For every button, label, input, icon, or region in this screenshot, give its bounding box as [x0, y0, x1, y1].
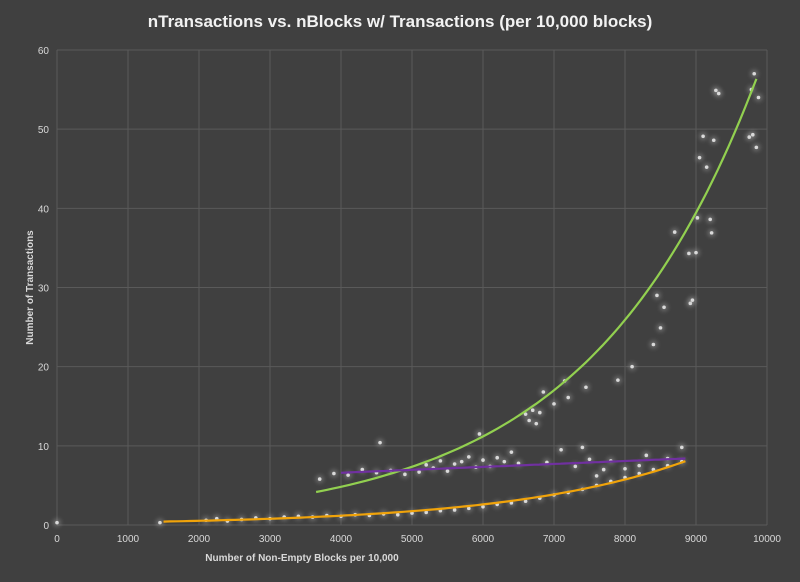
data-point [158, 520, 162, 525]
data-point [481, 504, 485, 509]
data-point [708, 217, 712, 222]
data-point [709, 231, 714, 235]
data-point [680, 445, 684, 450]
data-point [541, 390, 546, 394]
data-point [754, 145, 759, 150]
y-tick-label: 30 [38, 284, 50, 295]
data-point [424, 510, 429, 515]
y-tick-label: 50 [38, 125, 50, 136]
data-point [396, 512, 400, 517]
data-point [481, 458, 485, 462]
data-point [502, 459, 507, 464]
data-point [616, 378, 620, 382]
data-point [509, 450, 514, 454]
data-point [438, 459, 443, 463]
data-point [538, 410, 542, 415]
data-point [417, 470, 421, 474]
data-point [360, 467, 365, 472]
y-tick-label: 40 [38, 204, 50, 215]
chart-title: nTransactions vs. nBlocks w/ Transaction… [147, 12, 653, 31]
x-tick-label: 1000 [117, 534, 140, 545]
data-point [623, 466, 627, 471]
data-point [658, 326, 663, 330]
x-tick-label: 5000 [401, 534, 424, 545]
x-tick-label: 10000 [753, 534, 781, 545]
data-point [651, 342, 656, 347]
data-point [580, 445, 585, 450]
data-point [716, 91, 721, 96]
data-point [644, 453, 649, 458]
data-point [317, 477, 322, 481]
data-point [756, 95, 761, 100]
x-axis-label: Number of Non-Empty Blocks per 10,000 [205, 553, 399, 564]
data-point [332, 471, 336, 476]
data-point [573, 464, 578, 469]
data-point [477, 432, 482, 436]
data-point [655, 293, 659, 298]
data-point [378, 440, 382, 445]
data-point [459, 459, 464, 464]
data-point [687, 251, 691, 256]
data-point [424, 463, 429, 467]
data-point [662, 305, 666, 310]
data-point [672, 230, 677, 234]
trendline [163, 460, 686, 523]
y-tick-label: 0 [43, 521, 49, 532]
data-point [55, 520, 59, 525]
data-point [704, 165, 709, 169]
data-point [594, 474, 599, 478]
data-point [552, 402, 556, 406]
data-point [523, 499, 528, 504]
data-point [530, 408, 535, 413]
data-point [566, 395, 570, 400]
data-point [467, 455, 471, 459]
x-tick-label: 4000 [330, 534, 353, 545]
trendline [315, 78, 758, 494]
y-tick-label: 60 [38, 46, 50, 57]
data-point [527, 418, 531, 423]
data-point [523, 412, 528, 416]
data-point [452, 462, 457, 466]
y-tick-label: 20 [38, 363, 50, 374]
data-point [601, 467, 606, 472]
data-point [695, 216, 700, 220]
data-point [346, 473, 350, 477]
data-point [534, 421, 539, 426]
x-tick-label: 8000 [614, 534, 637, 545]
x-tick-label: 0 [54, 534, 60, 545]
data-point [445, 469, 450, 473]
data-point [559, 447, 563, 452]
data-point [711, 138, 716, 143]
data-point [452, 508, 457, 512]
data-point [701, 134, 705, 139]
data-point [694, 250, 698, 255]
x-tick-label: 3000 [259, 534, 282, 545]
x-tick-label: 7000 [543, 534, 566, 545]
data-point [516, 461, 521, 466]
y-tick-label: 10 [38, 442, 50, 453]
x-tick-label: 6000 [472, 534, 495, 545]
data-point [697, 155, 702, 160]
data-point [403, 472, 407, 477]
data-point [630, 364, 634, 369]
data-point [495, 455, 500, 460]
trendline [340, 457, 686, 474]
data-point [752, 71, 757, 76]
x-tick-label: 9000 [685, 534, 708, 545]
data-point [637, 463, 641, 468]
data-point [587, 457, 592, 462]
y-axis-label: Number of Transactions [25, 230, 36, 345]
data-point [467, 506, 471, 511]
data-point [690, 298, 695, 302]
x-tick-label: 2000 [188, 534, 211, 545]
data-point [751, 132, 755, 137]
data-point [584, 385, 588, 390]
